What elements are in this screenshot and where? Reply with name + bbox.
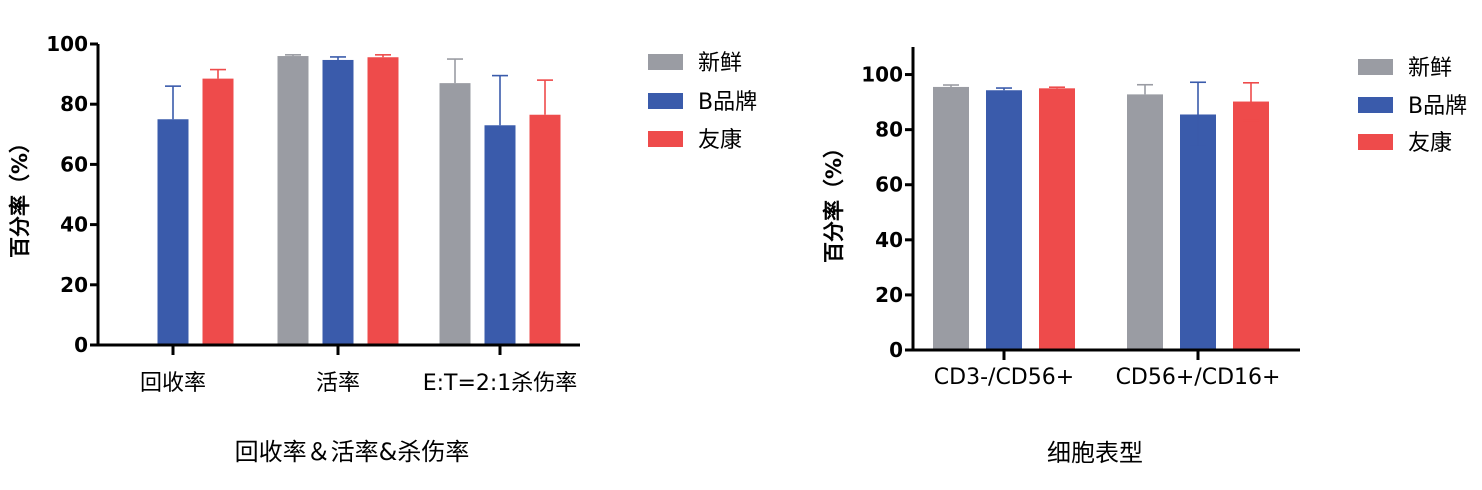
legend-label: 友康 bbox=[1408, 131, 1452, 156]
y-tick-label: 60 bbox=[875, 173, 903, 197]
legend-swatch bbox=[1358, 134, 1393, 150]
bar bbox=[202, 78, 234, 346]
legend-label: 新鲜 bbox=[1408, 56, 1452, 81]
bar bbox=[367, 57, 399, 346]
y-tick-label: 40 bbox=[60, 213, 88, 237]
legend-label: 新鲜 bbox=[698, 51, 742, 76]
bar bbox=[484, 125, 516, 346]
bar bbox=[529, 114, 561, 345]
legend-label: 友康 bbox=[698, 128, 742, 153]
x-tick-label: 活率 bbox=[316, 371, 360, 396]
y-tick-label: 100 bbox=[46, 32, 88, 56]
y-tick-label: 20 bbox=[60, 273, 88, 297]
chart-cell-phenotype: 0 20 40 60 80 100 CD3-/CD56+ CD56+/CD16+ 百分率（%） 细… bbox=[822, 47, 1467, 467]
bar bbox=[1039, 88, 1075, 351]
x-tick-label: CD56+/CD16+ bbox=[1116, 365, 1281, 390]
y-tick-label: 80 bbox=[875, 118, 903, 142]
y-axis-title: 百分率（%） bbox=[822, 137, 846, 263]
chart-recovery-viability-killing: 0 20 40 60 80 100 回收率 活率 E:T=2:1杀伤率 百分率（%） 回收率＆活率&… bbox=[8, 32, 757, 466]
y-tick-label: 100 bbox=[861, 63, 903, 87]
bar bbox=[933, 86, 969, 350]
bar bbox=[322, 59, 354, 345]
legend-swatch bbox=[648, 93, 683, 109]
bar bbox=[1233, 101, 1269, 350]
legend-swatch bbox=[648, 54, 683, 70]
legend-swatch bbox=[1358, 97, 1393, 113]
x-tick-label: E:T=2:1杀伤率 bbox=[423, 371, 578, 396]
legend-swatch bbox=[648, 131, 683, 147]
bar bbox=[1180, 114, 1216, 351]
bar bbox=[1127, 94, 1163, 351]
legend-label: B品牌 bbox=[698, 90, 757, 115]
bar bbox=[986, 90, 1022, 350]
y-axis-title: 百分率（%） bbox=[8, 132, 32, 258]
x-tick-label: 回收率 bbox=[140, 371, 206, 396]
y-tick-label: 60 bbox=[60, 152, 88, 176]
bar bbox=[439, 83, 471, 345]
y-tick-label: 80 bbox=[60, 92, 88, 116]
bar bbox=[157, 119, 189, 345]
x-tick-label: CD3-/CD56+ bbox=[934, 365, 1074, 390]
x-axis-title: 细胞表型 bbox=[1047, 439, 1143, 467]
legend-swatch bbox=[1358, 59, 1393, 75]
y-tick-label: 20 bbox=[875, 283, 903, 307]
y-tick-label: 0 bbox=[74, 333, 88, 357]
bar bbox=[277, 56, 309, 345]
y-tick-label: 40 bbox=[875, 228, 903, 252]
y-tick-label: 0 bbox=[889, 338, 903, 362]
x-axis-title: 回收率＆活率&杀伤率 bbox=[235, 438, 470, 466]
legend-label: B品牌 bbox=[1408, 94, 1467, 119]
